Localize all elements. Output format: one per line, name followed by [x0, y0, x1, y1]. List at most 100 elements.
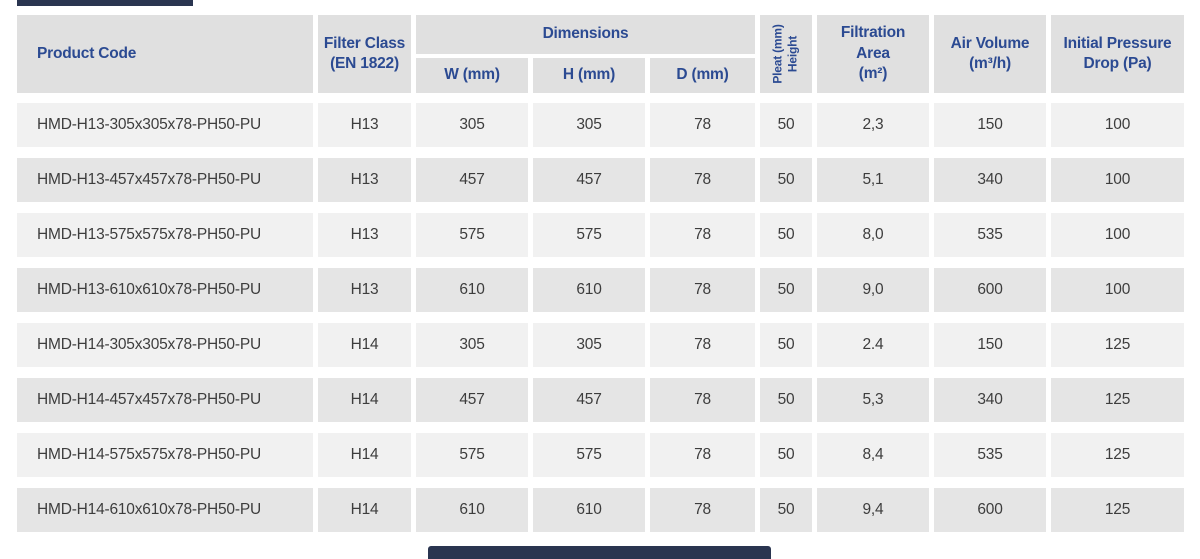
header-pleat-line2: Height: [786, 35, 801, 73]
table-row: HMD-H14-575x575x78-PH50-PU H14 575 575 78 50 8…: [17, 433, 1184, 477]
cell-air-volume: 600: [934, 488, 1046, 532]
cell-filter-class: H14: [318, 488, 411, 532]
cell-h-mm: 610: [533, 268, 645, 312]
cell-h-mm: 305: [533, 323, 645, 367]
cell-product-code: HMD-H13-305x305x78-PH50-PU: [17, 103, 313, 147]
header-pressure-line1: Initial Pressure: [1063, 34, 1172, 52]
cell-d-mm: 78: [650, 378, 755, 422]
header-d-mm-label: D (mm): [676, 66, 729, 84]
cell-h-mm: 575: [533, 213, 645, 257]
cell-filtration-area: 2.4: [817, 323, 929, 367]
cell-d-mm: 78: [650, 103, 755, 147]
header-pleat-line1: Pleat (mm): [771, 24, 786, 84]
cell-product-code: HMD-H13-575x575x78-PH50-PU: [17, 213, 313, 257]
cell-air-volume: 535: [934, 433, 1046, 477]
cell-pressure-drop: 125: [1051, 488, 1184, 532]
cell-h-mm: 457: [533, 158, 645, 202]
cell-filter-class: H14: [318, 433, 411, 477]
cell-filtration-area: 9,4: [817, 488, 929, 532]
cell-d-mm: 78: [650, 323, 755, 367]
cell-w-mm: 305: [416, 323, 528, 367]
table-row: HMD-H13-305x305x78-PH50-PU H13 305 305 78 50 2…: [17, 103, 1184, 147]
header-product-code: Product Code: [17, 15, 313, 93]
header-d-mm: D (mm): [650, 58, 755, 93]
cell-product-code: HMD-H14-457x457x78-PH50-PU: [17, 378, 313, 422]
cell-pressure-drop: 125: [1051, 378, 1184, 422]
header-h-mm-label: H (mm): [562, 66, 616, 84]
table-header-row: Product Code Filter Class (EN 1822) Dime…: [17, 15, 1184, 93]
cell-pleat-height: 50: [760, 103, 812, 147]
top-accent-bar: [17, 0, 193, 6]
cell-pressure-drop: 125: [1051, 323, 1184, 367]
cell-w-mm: 575: [416, 213, 528, 257]
cell-h-mm: 575: [533, 433, 645, 477]
cell-pleat-height: 50: [760, 323, 812, 367]
header-pleat-height: Pleat (mm) Height: [760, 15, 812, 93]
cell-filtration-area: 2,3: [817, 103, 929, 147]
cell-pressure-drop: 100: [1051, 268, 1184, 312]
cell-w-mm: 610: [416, 268, 528, 312]
cell-filtration-area: 9,0: [817, 268, 929, 312]
cell-d-mm: 78: [650, 433, 755, 477]
cell-filtration-area: 8,0: [817, 213, 929, 257]
cell-air-volume: 340: [934, 158, 1046, 202]
header-air-line2: (m³/h): [969, 55, 1011, 72]
cell-filter-class: H13: [318, 213, 411, 257]
product-spec-table: Product Code Filter Class (EN 1822) Dime…: [17, 15, 1184, 532]
header-filtration-line2: Area: [856, 44, 890, 62]
table-row: HMD-H13-610x610x78-PH50-PU H13 610 610 78 50 9…: [17, 268, 1184, 312]
cell-w-mm: 457: [416, 378, 528, 422]
cell-filter-class: H13: [318, 158, 411, 202]
cell-pleat-height: 50: [760, 378, 812, 422]
header-pressure-line2: Drop (Pa): [1083, 55, 1152, 72]
cell-product-code: HMD-H14-575x575x78-PH50-PU: [17, 433, 313, 477]
cell-air-volume: 340: [934, 378, 1046, 422]
cell-filter-class: H13: [318, 103, 411, 147]
table-body: HMD-H13-305x305x78-PH50-PU H13 305 305 78 50 2…: [17, 103, 1184, 532]
cell-w-mm: 575: [416, 433, 528, 477]
cell-air-volume: 535: [934, 213, 1046, 257]
cell-filter-class: H14: [318, 378, 411, 422]
table-row: HMD-H13-457x457x78-PH50-PU H13 457 457 78 50 5…: [17, 158, 1184, 202]
header-filtration-line1: Filtration: [840, 24, 906, 42]
cell-filter-class: H13: [318, 268, 411, 312]
header-air-volume: Air Volume (m³/h): [934, 15, 1046, 93]
cell-h-mm: 305: [533, 103, 645, 147]
cell-d-mm: 78: [650, 213, 755, 257]
header-dimensions-label: Dimensions: [542, 25, 629, 43]
cell-product-code: HMD-H14-610x610x78-PH50-PU: [17, 488, 313, 532]
header-dimensions: Dimensions: [416, 15, 755, 54]
cell-pleat-height: 50: [760, 433, 812, 477]
cell-filter-class: H14: [318, 323, 411, 367]
cell-filtration-area: 8,4: [817, 433, 929, 477]
cell-air-volume: 150: [934, 323, 1046, 367]
header-filter-class-line1: Filter Class: [323, 34, 406, 52]
table-row: HMD-H14-610x610x78-PH50-PU H14 610 610 78 50 9…: [17, 488, 1184, 532]
cell-d-mm: 78: [650, 488, 755, 532]
cell-pressure-drop: 100: [1051, 103, 1184, 147]
cell-d-mm: 78: [650, 158, 755, 202]
cell-pressure-drop: 100: [1051, 213, 1184, 257]
cell-pressure-drop: 125: [1051, 433, 1184, 477]
header-filtration-line3: (m²): [858, 65, 888, 83]
header-w-mm: W (mm): [416, 58, 528, 93]
header-h-mm: H (mm): [533, 58, 645, 93]
bottom-accent-bar: [428, 546, 771, 559]
cell-pleat-height: 50: [760, 213, 812, 257]
cell-product-code: HMD-H13-610x610x78-PH50-PU: [17, 268, 313, 312]
table-row: HMD-H14-305x305x78-PH50-PU H14 305 305 78 50 2…: [17, 323, 1184, 367]
header-initial-pressure-drop: Initial Pressure Drop (Pa): [1051, 15, 1184, 93]
cell-pressure-drop: 100: [1051, 158, 1184, 202]
cell-filtration-area: 5,3: [817, 378, 929, 422]
header-pleat-height-rotated-label: Pleat (mm) Height: [771, 24, 801, 83]
cell-filtration-area: 5,1: [817, 158, 929, 202]
header-filter-class-line2: (EN 1822): [330, 55, 399, 72]
cell-w-mm: 610: [416, 488, 528, 532]
header-product-code-label: Product Code: [37, 44, 137, 62]
table-row: HMD-H13-575x575x78-PH50-PU H13 575 575 78 50 8…: [17, 213, 1184, 257]
cell-w-mm: 457: [416, 158, 528, 202]
header-dimensions-subrow: W (mm) H (mm) D (mm): [416, 58, 755, 93]
cell-h-mm: 457: [533, 378, 645, 422]
cell-pleat-height: 50: [760, 268, 812, 312]
